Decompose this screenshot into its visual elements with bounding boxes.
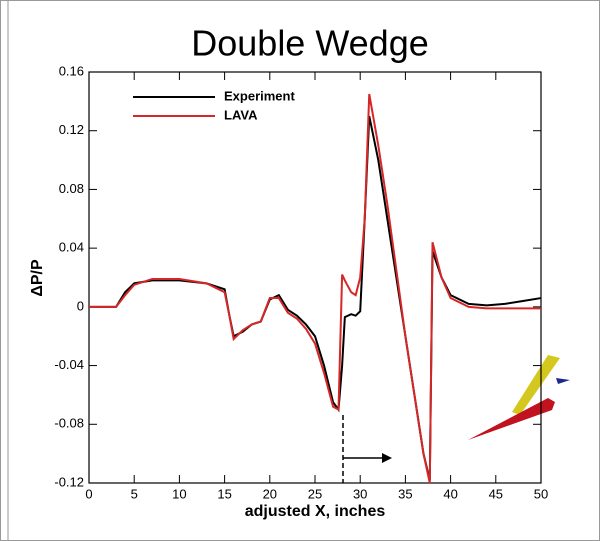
y-tick-label: 0.12 — [59, 122, 84, 137]
wedge-tip — [556, 378, 570, 384]
x-tick-label: 50 — [534, 486, 548, 501]
chart-title: Double Wedge — [191, 23, 429, 64]
y-tick-label: 0.16 — [59, 63, 84, 78]
x-tick-label: 0 — [85, 486, 92, 501]
y-tick-label: 0.04 — [59, 240, 84, 255]
x-tick-label: 5 — [131, 486, 138, 501]
x-tick-label: 15 — [217, 486, 231, 501]
wedge-model — [468, 355, 570, 440]
x-tick-label: 25 — [308, 486, 322, 501]
x-tick-label: 30 — [353, 486, 367, 501]
annotation — [342, 415, 392, 483]
y-tick-label: -0.08 — [54, 416, 84, 431]
y-tick-label: -0.04 — [54, 357, 84, 372]
x-tick-label: 10 — [172, 486, 186, 501]
data-line — [89, 93, 541, 484]
x-axis-label: adjusted X, inches — [245, 503, 386, 520]
legend-label: LAVA — [224, 107, 258, 122]
x-tick-label: 20 — [263, 486, 277, 501]
data-line — [89, 115, 542, 481]
y-tick-label: 0 — [77, 298, 84, 313]
y-axis-label: ΔP/P — [29, 259, 46, 297]
wedge-body — [468, 398, 555, 440]
x-tick-label: 45 — [489, 486, 503, 501]
y-tick-label: 0.08 — [59, 181, 84, 196]
x-tick-label: 35 — [398, 486, 412, 501]
legend-label: Experiment — [224, 88, 295, 103]
y-tick-label: -0.12 — [54, 474, 84, 489]
x-tick-label: 40 — [443, 486, 457, 501]
plot-frame — [88, 71, 542, 484]
arrow-head — [382, 453, 392, 463]
wedge-fin — [512, 355, 560, 415]
